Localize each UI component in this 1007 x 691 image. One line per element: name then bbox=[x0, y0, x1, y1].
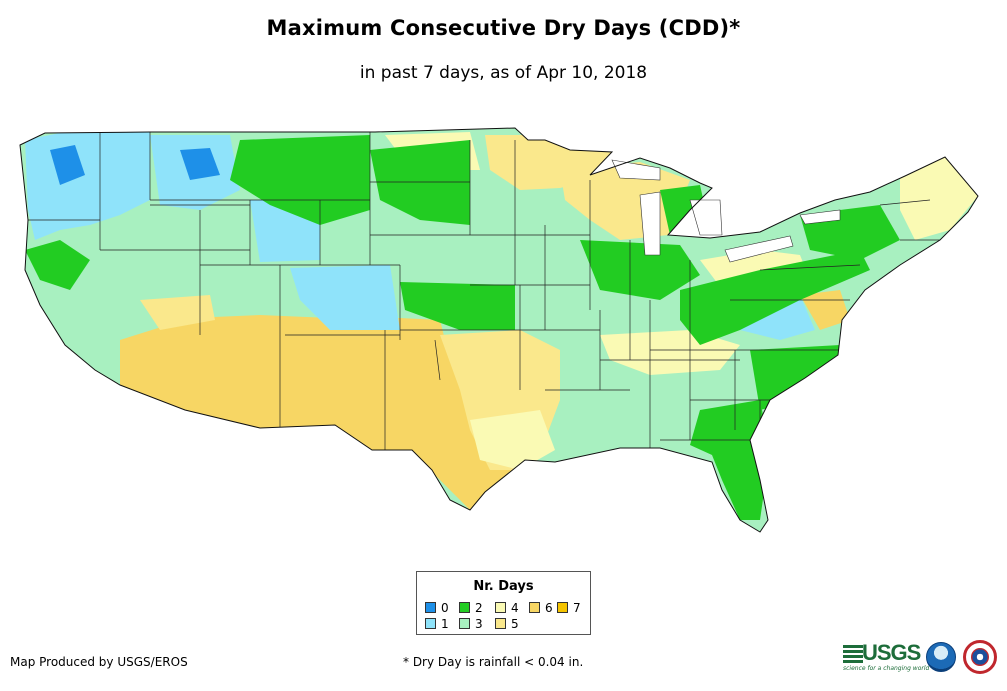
legend-label: 6 bbox=[545, 601, 553, 615]
legend-swatch bbox=[425, 618, 436, 629]
region-kansas-2days bbox=[400, 282, 515, 330]
legend-label: 5 bbox=[511, 617, 519, 631]
map-subtitle: in past 7 days, as of Apr 10, 2018 bbox=[359, 63, 648, 83]
legend-label: 4 bbox=[511, 601, 519, 615]
lake-huron bbox=[689, 199, 723, 236]
lake-erie bbox=[724, 235, 794, 263]
usgs-wave-icon bbox=[843, 643, 863, 663]
legend-label: 1 bbox=[441, 617, 449, 631]
usgs-logo: USGS science for a changing world bbox=[843, 640, 929, 672]
legend-swatch bbox=[459, 618, 470, 629]
region-montana-2days bbox=[230, 135, 370, 225]
legend-label: 3 bbox=[475, 617, 483, 631]
region-texas-4days bbox=[470, 410, 555, 470]
noaa-logo bbox=[926, 642, 956, 672]
map-fill bbox=[20, 128, 978, 532]
region-ncalifornia-2days bbox=[25, 240, 90, 290]
region-colorado-1day bbox=[290, 265, 400, 330]
legend-swatch bbox=[495, 618, 506, 629]
lake-michigan bbox=[639, 191, 661, 256]
legend-swatch bbox=[495, 602, 506, 613]
region-florida-georgia-2days bbox=[690, 400, 770, 520]
legend-swatch bbox=[425, 602, 436, 613]
usgs-tagline: science for a changing world bbox=[843, 665, 930, 672]
region-nevada-5days bbox=[140, 295, 215, 330]
nws-logo bbox=[963, 640, 997, 674]
map-title: Maximum Consecutive Dry Days (CDD)* bbox=[266, 16, 741, 40]
dry-day-footnote: * Dry Day is rainfall < 0.04 in. bbox=[403, 655, 584, 669]
region-newengland-4days bbox=[900, 157, 978, 240]
legend-label: 0 bbox=[441, 601, 449, 615]
legend-title: Nr. Days bbox=[473, 579, 534, 594]
lake-ontario bbox=[799, 209, 841, 225]
map-credit: Map Produced by USGS/EROS bbox=[10, 655, 188, 669]
legend-swatch bbox=[529, 602, 540, 613]
legend: Nr. Days 0 1 2 3 4 5 6 7 bbox=[416, 571, 591, 635]
region-appalachia-2days bbox=[680, 250, 870, 345]
region-southwest-6days bbox=[120, 315, 540, 510]
legend-label: 2 bbox=[475, 601, 483, 615]
usgs-logo-text: USGS bbox=[862, 640, 921, 665]
region-idaho-0days bbox=[180, 148, 220, 180]
lake-superior bbox=[611, 159, 661, 181]
great-lakes bbox=[611, 159, 841, 263]
region-illinois-indiana-2days bbox=[580, 240, 700, 300]
region-dakotas-2days bbox=[370, 140, 470, 225]
region-carolinas-2days bbox=[750, 345, 840, 410]
legend-swatch bbox=[459, 602, 470, 613]
region-olympic-0days bbox=[50, 145, 85, 185]
state-borders bbox=[28, 130, 940, 450]
nws-emblem-icon bbox=[971, 648, 989, 666]
legend-label: 7 bbox=[573, 601, 581, 615]
us-outline bbox=[19, 127, 979, 533]
legend-swatch bbox=[557, 602, 568, 613]
